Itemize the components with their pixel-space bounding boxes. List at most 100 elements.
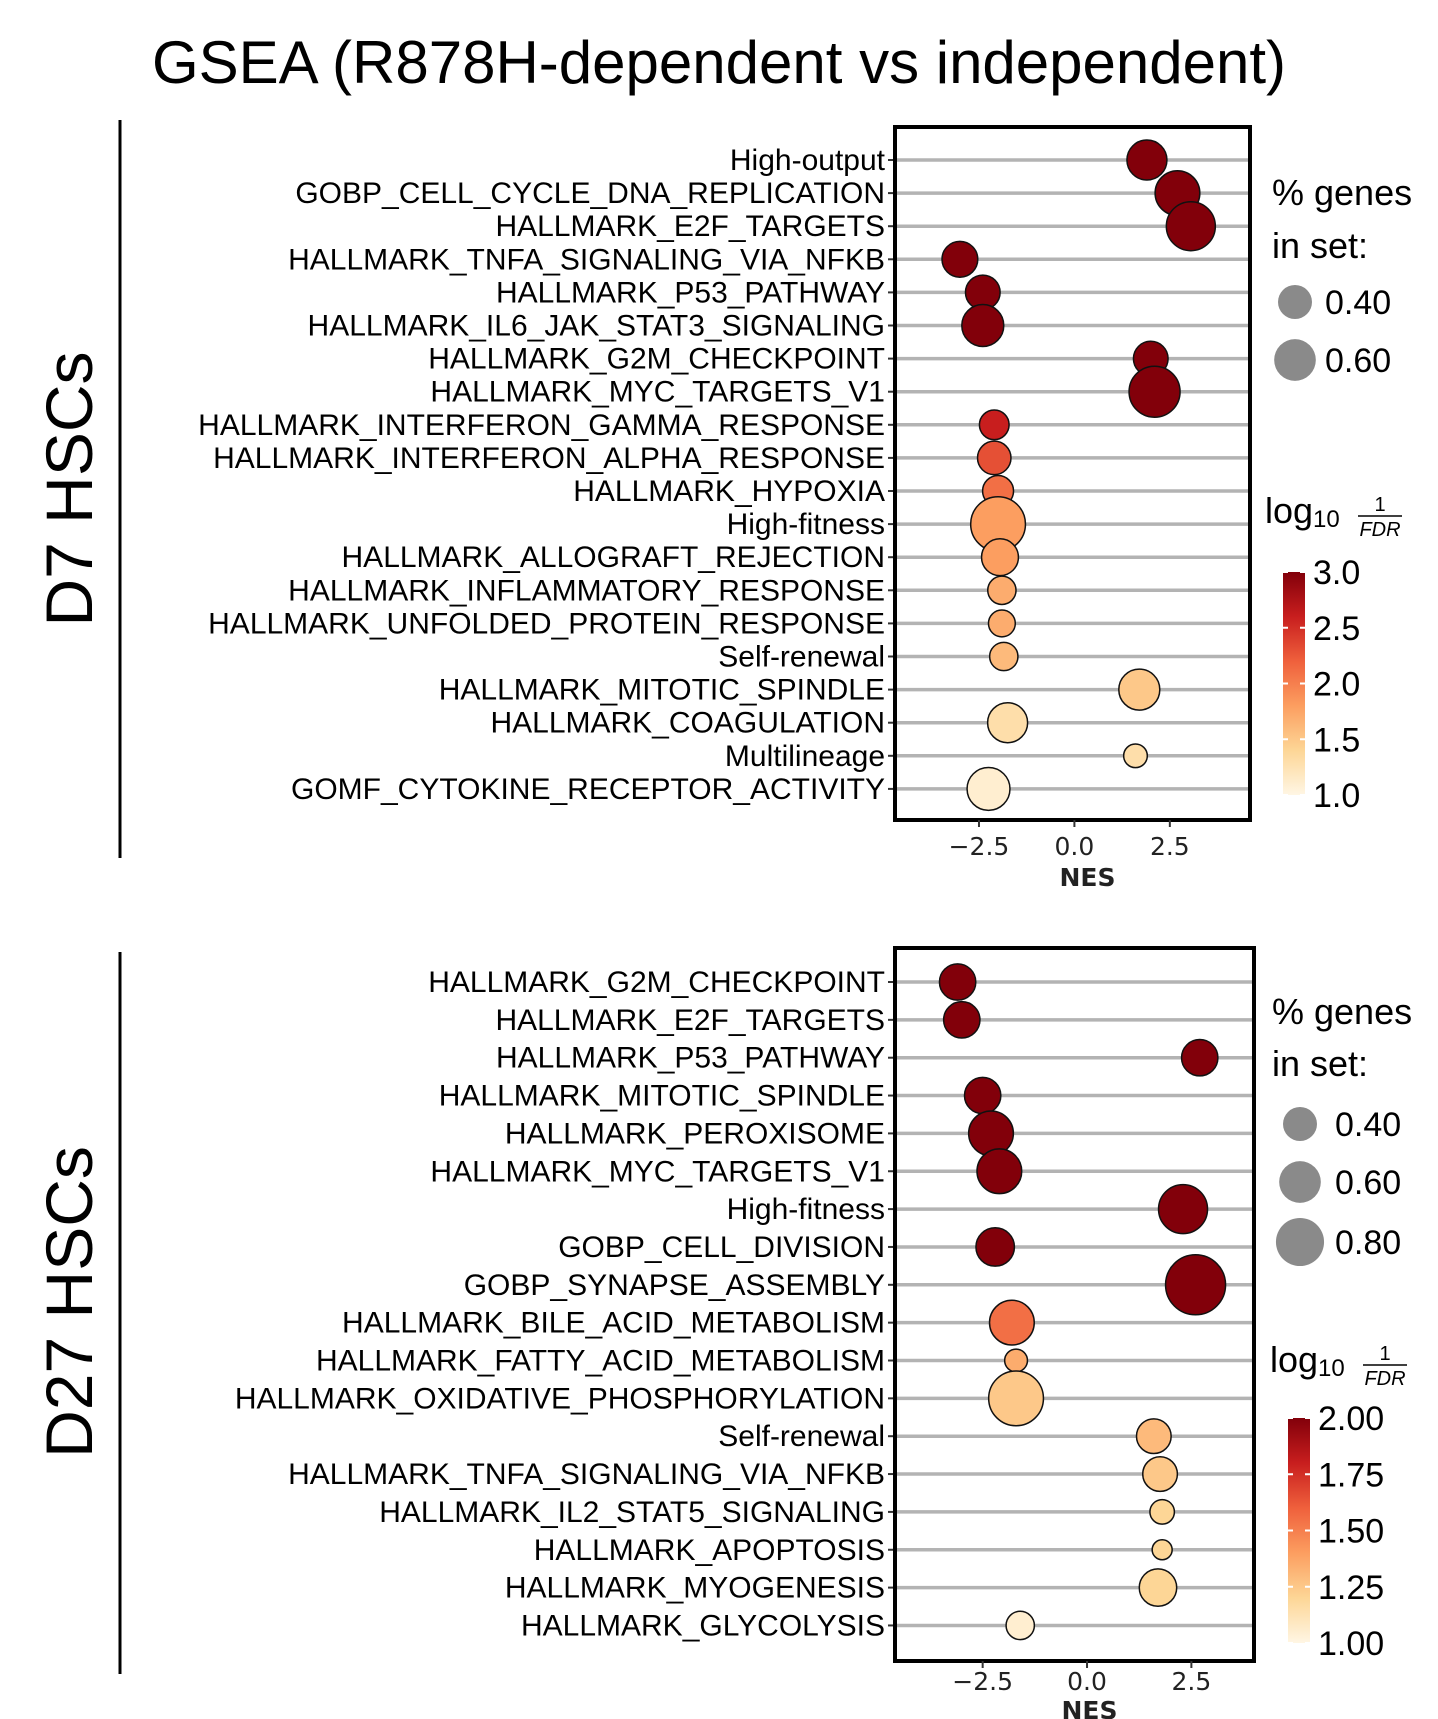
data-point xyxy=(961,303,1005,348)
data-point xyxy=(988,1299,1035,1346)
term-label: HALLMARK_GLYCOLYSIS xyxy=(521,1609,885,1642)
color-gradient-bar xyxy=(1283,572,1305,795)
size-legend: % genes in set: 0.40 0.60 xyxy=(1272,172,1412,381)
size-legend: % genes in set: 0.40 0.60 0.80 xyxy=(1272,991,1412,1267)
data-point xyxy=(1164,1254,1227,1316)
plot-frame xyxy=(893,125,1252,822)
term-label: GOBP_CELL_CYCLE_DNA_REPLICATION xyxy=(295,177,885,210)
x-tick-label: −2.5 xyxy=(952,1667,1013,1696)
x-tick-label: 0.0 xyxy=(1055,832,1095,861)
x-tick-label: 2.5 xyxy=(1172,1667,1212,1696)
color-tick-label: 2.00 xyxy=(1318,1400,1384,1438)
size-legend-label: 0.60 xyxy=(1335,1164,1401,1202)
data-point xyxy=(975,1226,1016,1267)
data-point xyxy=(976,440,1012,476)
data-point xyxy=(986,701,1029,744)
term-label: High-output xyxy=(730,144,886,177)
term-label: HALLMARK_G2M_CHECKPOINT xyxy=(428,966,885,999)
term-label: HALLMARK_G2M_CHECKPOINT xyxy=(428,343,885,376)
size-legend-circle xyxy=(1283,1107,1317,1141)
term-label: HALLMARK_P53_PATHWAY xyxy=(496,276,885,309)
data-point xyxy=(1005,1610,1036,1641)
term-label: HALLMARK_PEROXISOME xyxy=(505,1117,885,1150)
term-label: HALLMARK_MYC_TARGETS_V1 xyxy=(430,1155,885,1188)
color-legend-sub: 10 xyxy=(1313,506,1340,533)
color-tick-label: 2.5 xyxy=(1313,610,1360,648)
data-point xyxy=(1128,365,1181,418)
term-label: HALLMARK_ALLOGRAFT_REJECTION xyxy=(342,541,885,574)
term-label: HALLMARK_MYC_TARGETS_V1 xyxy=(430,376,885,409)
data-point xyxy=(1165,200,1217,252)
figure-title: GSEA (R878H-dependent vs independent) xyxy=(151,29,1287,96)
x-axis-label: NES xyxy=(1059,863,1115,892)
term-label: HALLMARK_TNFA_SIGNALING_VIA_NFKB xyxy=(288,243,885,276)
panel-label: D27 HSCs xyxy=(32,1146,106,1458)
color-legend-log: log xyxy=(1270,1339,1318,1380)
size-legend-label: 0.40 xyxy=(1325,284,1391,322)
term-label: HALLMARK_UNFOLDED_PROTEIN_RESPONSE xyxy=(208,607,885,640)
color-legend-log: log xyxy=(1265,490,1313,531)
x-tick-label: 2.5 xyxy=(1150,832,1190,861)
size-legend-label: 0.40 xyxy=(1335,1106,1401,1144)
color-legend-numerator: 1 xyxy=(1379,1343,1390,1365)
color-tick-label: 1.0 xyxy=(1313,777,1360,815)
color-gradient-bar xyxy=(1288,1418,1310,1643)
panel-d7: D7 HSCs High-outputGOBP_CELL_CYCLE_DNA_RE… xyxy=(32,120,1412,892)
color-legend: log 10 1 FDR 3.0 2.5 2.0 1.5 1.0 xyxy=(1265,490,1402,815)
term-label: HALLMARK_COAGULATION xyxy=(490,707,885,740)
color-legend-sub: 10 xyxy=(1318,1355,1345,1382)
size-legend-title: % genes xyxy=(1272,991,1412,1032)
term-label: GOBP_CELL_DIVISION xyxy=(558,1231,885,1264)
color-tick-label: 1.75 xyxy=(1318,1456,1384,1494)
data-point xyxy=(942,1000,981,1039)
term-label: HALLMARK_APOPTOSIS xyxy=(534,1534,885,1567)
data-point xyxy=(941,240,979,278)
size-legend-circle xyxy=(1279,1161,1321,1203)
size-legend-label: 0.80 xyxy=(1335,1224,1401,1262)
panel-label: D7 HSCs xyxy=(32,351,106,626)
color-tick-label: 1.5 xyxy=(1313,721,1360,759)
term-label: GOMF_CYTOKINE_RECEPTOR_ACTIVITY xyxy=(291,773,885,806)
data-point xyxy=(1135,1418,1172,1455)
data-point xyxy=(988,641,1019,672)
data-point xyxy=(986,575,1017,606)
term-label: HALLMARK_E2F_TARGETS xyxy=(495,1004,885,1037)
data-point xyxy=(1126,139,1168,181)
color-legend-denominator: FDR xyxy=(1364,1368,1405,1390)
color-tick-label: 1.50 xyxy=(1318,1513,1384,1551)
size-legend-circle xyxy=(1278,285,1312,319)
data-point xyxy=(987,609,1017,638)
x-axis-label: NES xyxy=(1061,1696,1117,1719)
data-point xyxy=(978,409,1010,441)
panel-d27: D27 HSCs HALLMARK_G2M_CHECKPOINT HALLMARK_… xyxy=(32,946,1412,1719)
x-tick-label: −2.5 xyxy=(949,832,1010,861)
color-tick-label: 3.0 xyxy=(1313,554,1360,592)
term-label: HALLMARK_P53_PATHWAY xyxy=(496,1042,885,1075)
term-label: HALLMARK_BILE_ACID_METABOLISM xyxy=(342,1307,885,1340)
data-point xyxy=(966,766,1011,812)
data-point xyxy=(1151,1539,1173,1561)
size-legend-title: in set: xyxy=(1272,1043,1368,1084)
data-point xyxy=(1149,1498,1176,1525)
data-point xyxy=(1180,1038,1219,1077)
term-label: HALLMARK_FATTY_ACID_METABOLISM xyxy=(316,1345,885,1378)
term-label: GOBP_SYNAPSE_ASSEMBLY xyxy=(464,1269,885,1302)
x-tick-label: 0.0 xyxy=(1067,1667,1107,1696)
size-legend-circle xyxy=(1274,339,1316,381)
term-label: HALLMARK_OXIDATIVE_PHOSPHORYLATION xyxy=(235,1382,885,1415)
size-legend-label: 0.60 xyxy=(1325,342,1391,380)
data-point xyxy=(967,1110,1015,1157)
plot-frame xyxy=(893,946,1256,1663)
data-point xyxy=(980,538,1020,577)
color-legend: log 10 1 FDR 2.00 1.75 1.50 1.25 1.00 xyxy=(1270,1339,1407,1663)
term-label: Self-renewal xyxy=(718,641,885,674)
term-label: HALLMARK_IL6_JAK_STAT3_SIGNALING xyxy=(308,310,885,343)
data-point xyxy=(938,963,977,1001)
data-point xyxy=(1138,1568,1178,1608)
data-point xyxy=(987,1370,1045,1427)
size-legend-title: in set: xyxy=(1272,225,1368,266)
term-label: HALLMARK_MITOTIC_SPINDLE xyxy=(439,1080,885,1113)
data-point xyxy=(1003,1348,1029,1373)
data-point xyxy=(963,1076,1002,1115)
